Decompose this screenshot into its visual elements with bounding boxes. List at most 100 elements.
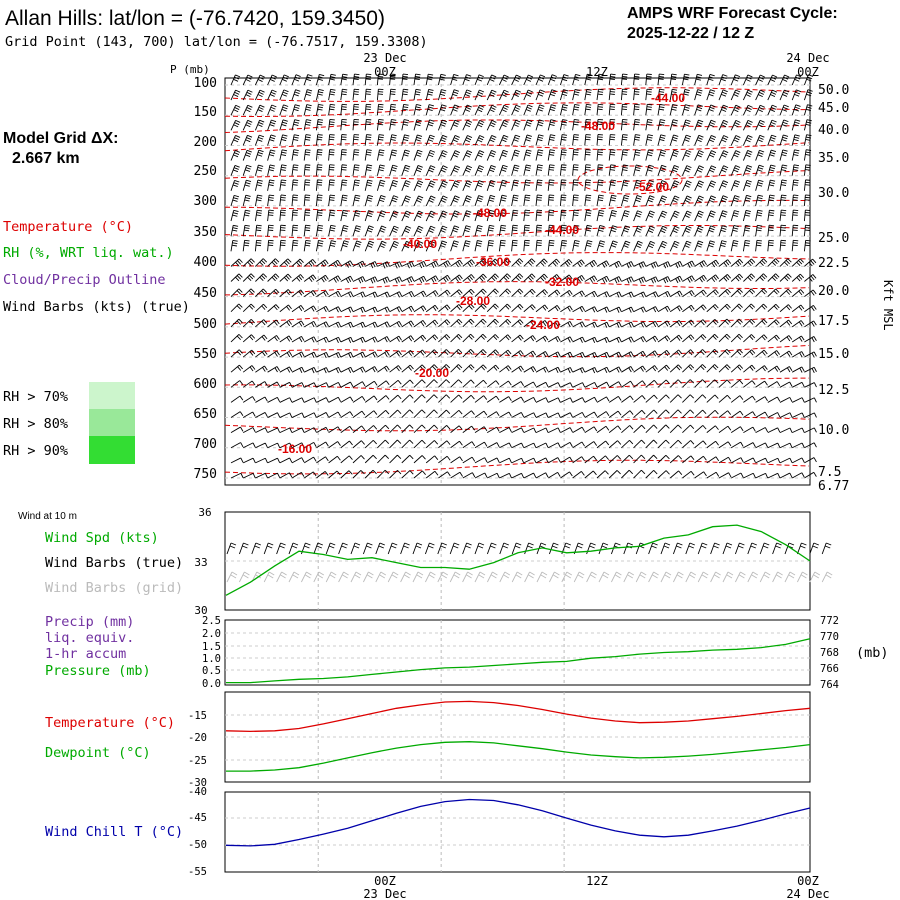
- wind-barb: [718, 379, 731, 388]
- wind-barb: [328, 470, 341, 479]
- wind-barb: [486, 209, 495, 222]
- wind-barb: [462, 180, 472, 191]
- wind-barb: [242, 334, 256, 343]
- wind-barb: [791, 209, 799, 222]
- wind-barb: [572, 194, 579, 206]
- wind-barb: [657, 195, 668, 207]
- bottom-time-tick-00z: 00Z: [374, 874, 396, 888]
- wind-barb: [328, 275, 341, 283]
- wind-barb: [657, 180, 667, 191]
- wind-barb: [377, 395, 390, 403]
- wind-barb: [499, 427, 512, 434]
- wind-barb: [559, 164, 567, 176]
- wind-barb: [328, 224, 336, 237]
- wind-barb: [547, 289, 561, 297]
- wind-barb: [596, 260, 610, 268]
- wind-barb: [803, 179, 811, 191]
- precip-panel-frame: [224, 619, 811, 686]
- legend-temperature: Temperature (°C): [3, 219, 133, 235]
- wind-barb: [340, 336, 354, 344]
- wind-barb: [340, 425, 354, 434]
- wind-barb: [645, 306, 659, 313]
- precip-ytick-labels: 2.5 2.0 1.5 1.0 0.5 0.0: [202, 615, 221, 690]
- wind-barb: [621, 306, 634, 313]
- wind-barb: [608, 134, 616, 146]
- wind-barb: [401, 276, 415, 284]
- wind-barb: [389, 470, 402, 479]
- wind-barb: [291, 427, 305, 434]
- wind-barb: [474, 119, 485, 131]
- wind-barb: [364, 336, 378, 343]
- wind-barb: [340, 118, 347, 131]
- wind-barb: [572, 397, 586, 403]
- wind-barb: [596, 225, 605, 237]
- temperature-ytick: -15: [188, 710, 207, 722]
- wind-barb: [450, 135, 460, 146]
- wind-barb: [621, 454, 634, 464]
- wind-barb: [535, 194, 543, 206]
- wind-barb: [389, 179, 398, 191]
- wind-barb: [682, 334, 695, 343]
- wind-barb: [352, 118, 359, 131]
- wind-barb: [474, 472, 488, 479]
- wind-barb: [389, 276, 403, 284]
- wind-barb: [620, 210, 630, 222]
- wind-barb: [364, 225, 374, 237]
- wind-barb: [523, 273, 536, 282]
- wind-barb: [559, 74, 569, 86]
- wind-barb: [474, 225, 483, 237]
- wind-barb: [401, 335, 415, 343]
- wind-barb: [657, 88, 665, 101]
- wind-barb: [328, 240, 337, 252]
- wind-barb: [791, 289, 805, 297]
- wind-barb: [242, 396, 256, 403]
- wind-barb: [804, 320, 817, 328]
- wind-barb: [511, 179, 520, 191]
- temperature-ytick: -20: [188, 732, 207, 744]
- wind-barb: [694, 394, 707, 403]
- wind-barb: [584, 455, 597, 464]
- wind-barb: [718, 104, 729, 116]
- wind-barb: [596, 336, 610, 344]
- wind-barb: [791, 351, 805, 358]
- wind-barb: [315, 103, 324, 116]
- wind-barb: [694, 471, 707, 479]
- wind-barb: [804, 336, 817, 343]
- wind-barb: [364, 164, 373, 176]
- wind-barb: [267, 104, 277, 116]
- wind-barb: [511, 119, 521, 131]
- wind-barb: [511, 288, 524, 297]
- wind-barb: [413, 119, 422, 131]
- wind-barb-true: [821, 542, 832, 555]
- wind-barb: [767, 149, 777, 161]
- wind-barb: [572, 259, 585, 267]
- wind-barb: [669, 455, 683, 464]
- wind-barb: [474, 318, 487, 328]
- wind-barb: [718, 89, 728, 101]
- wind-barb: [437, 119, 448, 131]
- wind-barb-true: [660, 542, 671, 555]
- wind-barb: [681, 165, 692, 176]
- wind-barb: [291, 179, 299, 191]
- wind-barb: [730, 364, 744, 373]
- wind-barb: [669, 104, 678, 116]
- wind-barb: [804, 442, 817, 449]
- height-tick: 40.0: [818, 123, 849, 138]
- wind-barb: [425, 379, 438, 388]
- wind-barb: [535, 335, 549, 343]
- wind-barb: [486, 194, 496, 207]
- wind-barb: [560, 382, 573, 388]
- station-title: Allan Hills: lat/lon = (-76.7420, 159.34…: [5, 7, 385, 30]
- wind-barb-grid: [722, 571, 734, 583]
- wind-barb: [608, 88, 616, 101]
- wind-barb: [511, 134, 521, 146]
- wind-barb: [535, 304, 549, 313]
- pressure-tick: 400: [194, 255, 217, 270]
- wind-barb: [669, 394, 682, 403]
- wind-barb: [450, 195, 460, 207]
- wind-barb: [682, 275, 695, 283]
- wind-barb: [596, 411, 610, 418]
- wind-barb: [401, 225, 412, 237]
- wind-barb-true: [251, 542, 261, 555]
- wind-barb: [694, 210, 704, 222]
